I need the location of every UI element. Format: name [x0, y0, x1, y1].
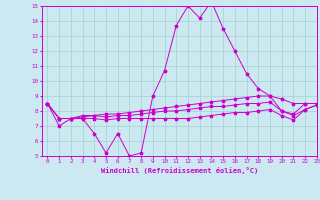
X-axis label: Windchill (Refroidissement éolien,°C): Windchill (Refroidissement éolien,°C): [100, 167, 258, 174]
